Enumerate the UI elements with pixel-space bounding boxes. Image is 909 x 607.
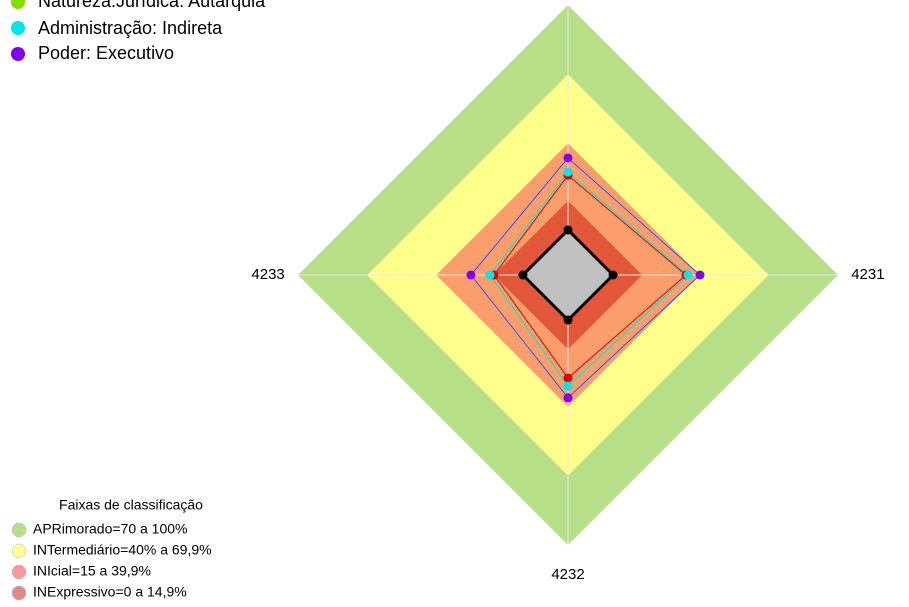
- series-point: [563, 315, 573, 325]
- band-legend-label: INExpressivo=0 a 14,9%: [33, 584, 187, 600]
- series-point: [563, 393, 573, 403]
- series-point: [563, 167, 573, 177]
- series-point: [563, 225, 573, 235]
- series-point: [563, 153, 573, 163]
- legend-label: Administração: Indireta: [38, 18, 223, 38]
- series-point: [466, 270, 476, 280]
- legend-marker: [11, 0, 25, 9]
- legend-label: Natureza:Jurídica: Autarquia: [38, 0, 266, 11]
- band-legend-marker: [11, 585, 27, 601]
- series-point: [518, 270, 528, 280]
- band-legend-label: INIcial=15 a 39,9%: [33, 563, 151, 579]
- legend-marker: [11, 21, 25, 35]
- band-legend-marker: [11, 543, 27, 559]
- axis-label: 4232: [551, 566, 584, 583]
- series-point: [695, 270, 705, 280]
- axis-label: 4233: [251, 266, 284, 283]
- band-legend-marker: [11, 564, 27, 580]
- bands-title: Faixas de classificação: [59, 497, 203, 513]
- band-legend-marker: [11, 522, 27, 538]
- legend-marker: [11, 47, 25, 61]
- series-point: [563, 381, 573, 391]
- band-legend-label: INTermediário=40% a 69,9%: [33, 542, 212, 558]
- legend-label: Poder: Executivo: [38, 43, 174, 63]
- series-point: [485, 270, 495, 280]
- series-point: [563, 373, 573, 383]
- series-point: [683, 270, 693, 280]
- axis-label: 4231: [851, 266, 884, 283]
- series-point: [608, 270, 618, 280]
- band-legend-label: APRimorado=70 a 100%: [33, 521, 188, 537]
